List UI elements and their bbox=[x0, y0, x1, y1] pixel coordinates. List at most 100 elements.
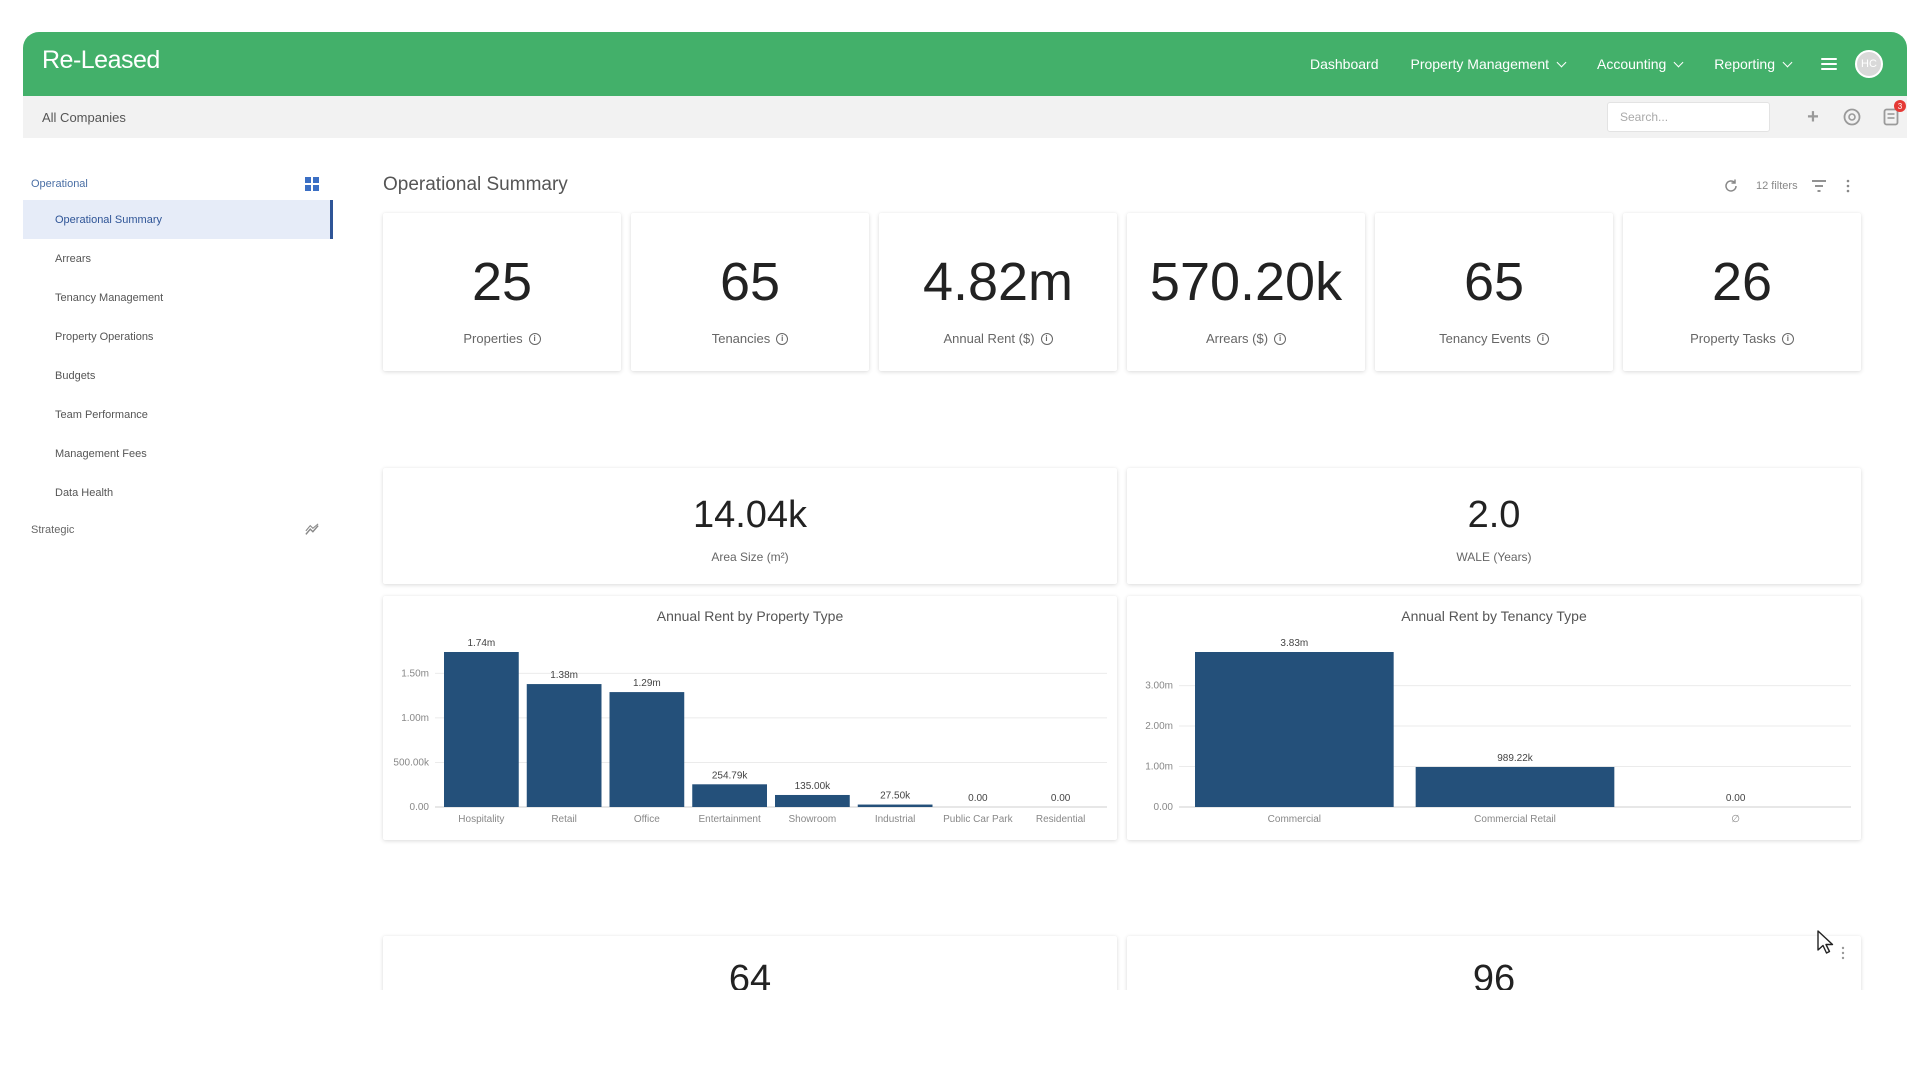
sidebar-section-strategic[interactable]: Strategic bbox=[23, 514, 333, 546]
sidebar-item-arrears[interactable]: Arrears bbox=[23, 239, 333, 278]
chart-card-property-type[interactable]: Annual Rent by Property Type 0.00 500.00k… bbox=[383, 596, 1117, 840]
kpi-card-property-tasks[interactable]: 26 Property Tasks i bbox=[1623, 213, 1861, 371]
sidebar-item-property-operations[interactable]: Property Operations bbox=[23, 317, 333, 356]
filters-count[interactable]: 12 filters bbox=[1756, 180, 1798, 192]
sidebar-section-operational[interactable]: Operational bbox=[23, 168, 333, 200]
kpi-label-text: Properties bbox=[463, 331, 523, 346]
chevron-down-icon bbox=[1782, 57, 1793, 67]
data-label: 0.00 bbox=[1051, 793, 1071, 804]
bar-chart-tenancy-type: 0.00 1.00m 2.00m 3.00m 3.83m Commercial 989.22… bbox=[1145, 638, 1851, 825]
nav-property-management[interactable]: Property Management bbox=[1410, 56, 1567, 72]
sidebar-item-operational-summary[interactable]: Operational Summary bbox=[23, 200, 333, 239]
card-more-options-icon[interactable] bbox=[1841, 946, 1845, 960]
bar-chart-property-type: 0.00 500.00k 1.00m 1.50m 1.74m Hospitality 1.3… bbox=[393, 638, 1107, 825]
data-label: 1.38m bbox=[550, 670, 578, 681]
wale-label: WALE (Years) bbox=[1456, 550, 1532, 564]
chevron-down-icon bbox=[1673, 57, 1684, 67]
info-icon[interactable]: i bbox=[1536, 332, 1549, 345]
bar[interactable] bbox=[857, 804, 933, 807]
area-size-card[interactable]: 14.04k Area Size (m²) bbox=[383, 468, 1117, 584]
data-label: 1.74m bbox=[467, 638, 495, 649]
plus-icon[interactable]: + bbox=[1807, 106, 1819, 128]
search-input[interactable] bbox=[1607, 102, 1770, 132]
nav-reporting-label: Reporting bbox=[1714, 56, 1775, 72]
kpi-value: 25 bbox=[471, 252, 533, 312]
main-nav: Dashboard Property Management Accounting… bbox=[1278, 32, 1883, 96]
nav-dashboard-label: Dashboard bbox=[1309, 56, 1379, 72]
kpi-card-arrears[interactable]: 570.20k Arrears ($) i bbox=[1127, 213, 1365, 371]
trend-chart-icon bbox=[305, 523, 319, 535]
chevron-down-icon bbox=[1556, 57, 1567, 67]
sidebar-item-label: Arrears bbox=[55, 252, 92, 265]
sidebar-item-label: Data Health bbox=[55, 486, 114, 499]
kpi-card-annual-rent[interactable]: 4.82m Annual Rent ($) i bbox=[879, 213, 1117, 371]
nav-reporting[interactable]: Reporting bbox=[1714, 56, 1793, 72]
help-icon[interactable] bbox=[1842, 107, 1862, 127]
nav-accounting[interactable]: Accounting bbox=[1597, 56, 1684, 72]
bar[interactable] bbox=[609, 692, 685, 807]
info-icon[interactable]: i bbox=[528, 332, 541, 345]
nav-dashboard[interactable]: Dashboard bbox=[1310, 56, 1379, 72]
data-label: 0.00 bbox=[968, 793, 988, 804]
viewport-cutoff bbox=[0, 990, 1920, 1080]
notification-icon[interactable] bbox=[1881, 107, 1901, 127]
data-label: 3.83m bbox=[1280, 638, 1308, 649]
sidebar-item-label: Team Performance bbox=[55, 408, 148, 421]
x-tick-label: Commercial Retail bbox=[1474, 814, 1556, 825]
brand-logo[interactable]: Re-Leased bbox=[42, 46, 160, 74]
x-tick-label: Retail bbox=[551, 814, 577, 825]
sidebar-item-budgets[interactable]: Budgets bbox=[23, 356, 333, 395]
kpi-label: Tenancy Events i bbox=[1375, 331, 1613, 346]
kpi-label: Arrears ($) i bbox=[1127, 331, 1365, 346]
kpi-label-text: Tenancy Events bbox=[1439, 331, 1531, 346]
sidebar-item-data-health[interactable]: Data Health bbox=[23, 473, 333, 512]
avatar[interactable]: HC bbox=[1855, 50, 1883, 78]
kpi-value: 65 bbox=[719, 252, 781, 312]
wale-value: 2.0 bbox=[1467, 494, 1521, 536]
more-options-icon[interactable] bbox=[1846, 179, 1850, 193]
sidebar-item-management-fees[interactable]: Management Fees bbox=[23, 434, 333, 473]
bar[interactable] bbox=[692, 784, 767, 807]
bar[interactable] bbox=[1415, 766, 1615, 807]
info-icon[interactable]: i bbox=[1040, 332, 1053, 345]
y-tick-label: 2.00m bbox=[1145, 721, 1173, 732]
info-icon[interactable]: i bbox=[1781, 332, 1794, 345]
kpi-card-properties[interactable]: 25 Properties i bbox=[383, 213, 621, 371]
kpi-value: 65 bbox=[1463, 252, 1525, 312]
bar[interactable] bbox=[775, 794, 850, 807]
sidebar-section-label: Strategic bbox=[31, 524, 75, 536]
company-selector[interactable]: All Companies bbox=[42, 110, 126, 125]
chart-card-tenancy-type[interactable]: Annual Rent by Tenancy Type 0.00 1.00m 2.0… bbox=[1127, 596, 1861, 840]
menu-icon[interactable] bbox=[1821, 58, 1837, 70]
y-tick-label: 3.00m bbox=[1145, 681, 1173, 692]
area-size-value: 14.04k bbox=[692, 494, 808, 536]
notification-badge: 3 bbox=[1894, 100, 1906, 112]
data-label: 0.00 bbox=[1726, 793, 1746, 804]
nav-accounting-label: Accounting bbox=[1597, 56, 1667, 72]
filter-icon[interactable] bbox=[1812, 180, 1826, 192]
kpi-value: 26 bbox=[1711, 252, 1773, 312]
x-tick-label: Hospitality bbox=[458, 814, 504, 825]
sidebar-item-label: Tenancy Management bbox=[55, 291, 164, 304]
wale-card[interactable]: 2.0 WALE (Years) bbox=[1127, 468, 1861, 584]
sidebar: Operational Operational Summary Arrears … bbox=[23, 168, 333, 546]
info-icon[interactable]: i bbox=[1274, 332, 1287, 345]
x-tick-label: Commercial bbox=[1268, 814, 1321, 825]
sidebar-item-tenancy-management[interactable]: Tenancy Management bbox=[23, 278, 333, 317]
bar[interactable] bbox=[526, 684, 602, 807]
sidebar-item-team-performance[interactable]: Team Performance bbox=[23, 395, 333, 434]
x-tick-label: Showroom bbox=[788, 814, 836, 825]
sidebar-section-label: Operational bbox=[31, 178, 88, 190]
dashboard-grid-icon bbox=[305, 177, 319, 191]
bar[interactable] bbox=[1195, 652, 1394, 807]
y-tick-label: 1.00m bbox=[401, 713, 429, 724]
refresh-icon[interactable] bbox=[1723, 178, 1739, 194]
kpi-card-tenancy-events[interactable]: 65 Tenancy Events i bbox=[1375, 213, 1613, 371]
info-icon[interactable]: i bbox=[776, 332, 789, 345]
bar[interactable] bbox=[444, 652, 519, 807]
kpi-card-tenancies[interactable]: 65 Tenancies i bbox=[631, 213, 869, 371]
kpi-label: Properties i bbox=[383, 331, 621, 346]
sidebar-item-label: Operational Summary bbox=[55, 213, 162, 226]
area-size-label: Area Size (m²) bbox=[711, 550, 789, 564]
